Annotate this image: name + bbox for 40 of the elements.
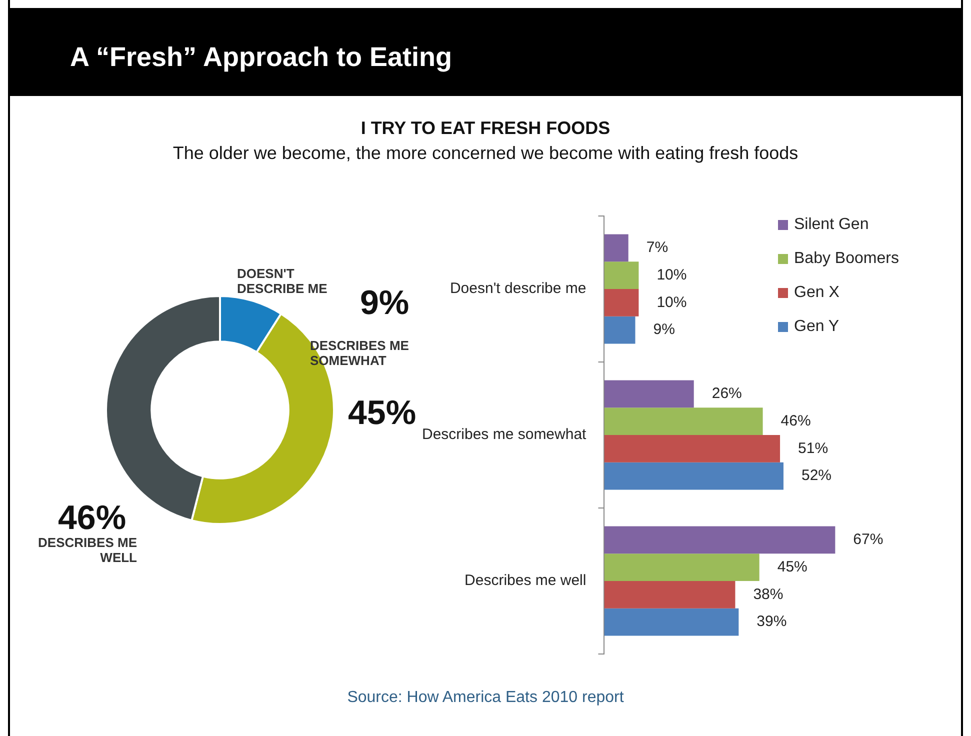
- bar: [604, 554, 760, 581]
- data-label: 9%: [360, 284, 410, 322]
- bar: [604, 408, 763, 435]
- bar: [604, 234, 628, 262]
- legend-label: Gen X: [794, 284, 840, 302]
- bar: [604, 262, 639, 289]
- data-label: 46%: [58, 499, 126, 537]
- data-label: 67%: [853, 531, 884, 548]
- legend-label: Baby Boomers: [794, 250, 899, 268]
- data-label: 10%: [656, 294, 687, 311]
- bar: [604, 380, 694, 408]
- legend-label: Gen Y: [794, 318, 840, 336]
- data-label: 46%: [780, 412, 811, 430]
- y-tick-label: Describes me somewhat: [422, 426, 588, 444]
- bar: [604, 435, 780, 462]
- bar: [604, 289, 639, 316]
- bar: [604, 462, 784, 490]
- data-label: 51%: [798, 440, 828, 457]
- data-label: 26%: [712, 385, 742, 402]
- chart-title: A “Fresh” Approach to Eating: [70, 42, 452, 73]
- chart-subtitle: The older we become, the more concerned we become with eating fresh foods: [172, 143, 800, 164]
- data-label: 52%: [801, 467, 832, 484]
- chart-title: I TRY TO EAT FRESH FOODS: [360, 118, 612, 139]
- data-label: 9%: [653, 321, 675, 338]
- bar: [604, 581, 736, 608]
- data-label: 7%: [646, 239, 668, 256]
- data-label: 45%: [348, 394, 416, 432]
- y-tick-label: Doesn't describe me: [450, 280, 586, 298]
- legend-label: Silent Gen: [794, 216, 869, 234]
- data-label: 10%: [656, 266, 687, 284]
- y-tick-label: Describes me well: [464, 572, 586, 590]
- data-label: 39%: [756, 613, 787, 630]
- bar: [604, 608, 739, 636]
- data-label: 38%: [753, 586, 784, 603]
- data-label: 45%: [777, 558, 808, 576]
- bar: [604, 526, 836, 554]
- source-note: Source: How America Eats 2010 report: [346, 689, 625, 707]
- bar: [604, 316, 636, 344]
- slice-label: DOESN'T DESCRIBE ME: [237, 266, 328, 296]
- slice-label: DESCRIBES ME WELL: [38, 535, 138, 565]
